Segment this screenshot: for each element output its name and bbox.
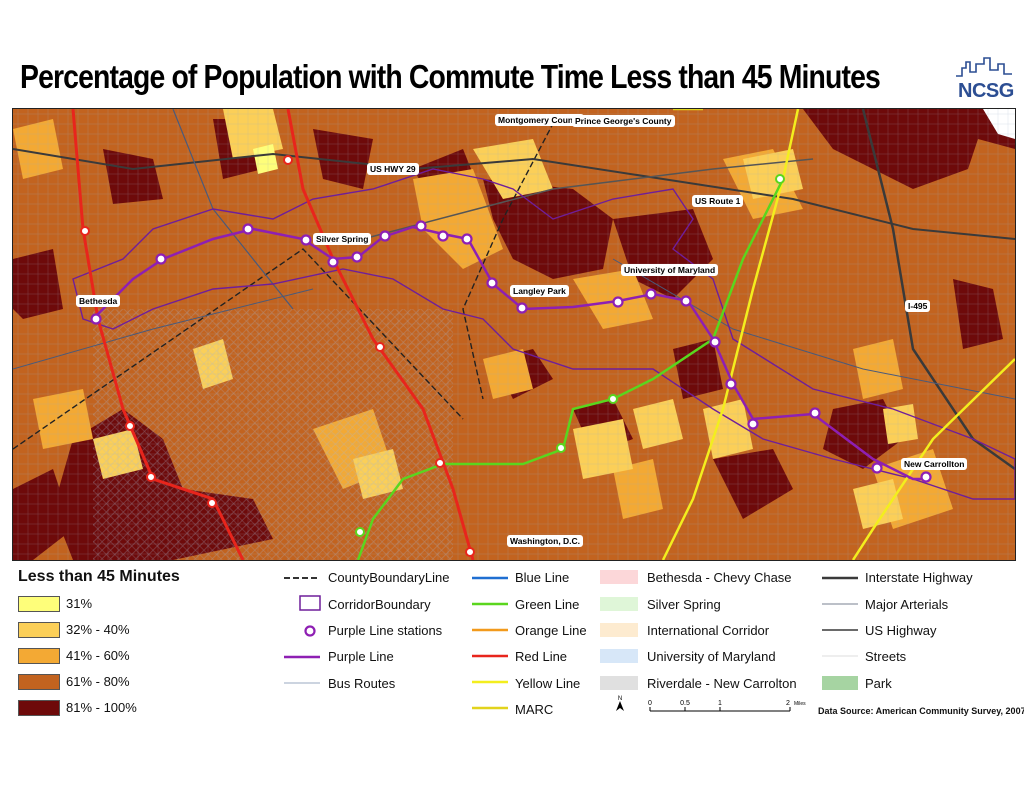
green-line-stations <box>355 174 785 537</box>
scale-tick-2: 2 <box>786 700 790 707</box>
label-prince-georges-county: Prince George's County <box>572 115 675 127</box>
scale-bar: N 0 0.5 1 2 Miles <box>610 695 810 724</box>
label-washington-dc: Washington, D.C. <box>507 535 584 547</box>
legend-county-boundary: CountyBoundaryLine <box>328 570 450 585</box>
purple-line-stations <box>90 220 932 483</box>
legend-label-31: 31% <box>66 596 93 611</box>
swatch-bethesda-chevy-chase <box>600 570 638 584</box>
yellow-line <box>851 358 1015 560</box>
green-line <box>356 178 785 560</box>
highways <box>13 109 1015 471</box>
label-university-of-maryland: University of Maryland <box>621 264 719 276</box>
legend-swatch-41-60 <box>18 648 60 664</box>
legend-riverdale-new-carrolton: Riverdale - New Carrolton <box>647 676 797 691</box>
legend-international-corridor: International Corridor <box>647 623 770 638</box>
scale-unit: Miles <box>794 701 806 707</box>
legend-label-81-100: 81% - 100% <box>66 700 137 715</box>
label-silver-spring: Silver Spring <box>313 233 372 245</box>
swatch-university-of-maryland <box>600 649 638 663</box>
label-i-495: I-495 <box>905 300 931 312</box>
legend-label-32-40: 32% - 40% <box>66 622 130 637</box>
legend-silver-spring: Silver Spring <box>647 597 721 612</box>
park-symbol <box>822 676 858 690</box>
scale-tick-1: 1 <box>718 700 722 707</box>
skyline-icon <box>956 57 1012 77</box>
logo-text: NCSG <box>958 80 1014 102</box>
legend-streets: Streets <box>865 649 907 664</box>
label-bethesda: Bethesda <box>76 295 121 307</box>
scale-bar-graphic: N 0 0.5 1 2 Miles <box>616 696 806 712</box>
legend-bus-routes: Bus Routes <box>328 676 396 691</box>
legend-interstate-highway: Interstate Highway <box>865 570 973 585</box>
label-montgomery-county: Montgomery County <box>495 114 584 126</box>
legend-major-arterials: Major Arterials <box>865 597 949 612</box>
scale-tick-0: 0 <box>648 700 652 707</box>
legend-yellow-line: Yellow Line <box>515 676 581 691</box>
legend-swatch-81-100 <box>18 700 60 716</box>
station-symbol <box>304 625 316 637</box>
legend-heading: Less than 45 Minutes <box>18 568 180 585</box>
map-frame[interactable] <box>12 108 1016 561</box>
legend-red-line: Red Line <box>515 649 568 664</box>
corridor-boundary-symbol <box>299 595 321 611</box>
legend-university-of-maryland: University of Maryland <box>647 649 776 664</box>
marc-line <box>661 109 800 560</box>
swatch-riverdale-new-carrolton <box>600 676 638 690</box>
label-new-carrollton: New Carrollton <box>901 458 968 470</box>
dc-grid-texture <box>93 309 453 560</box>
legend-us-highway: US Highway <box>865 623 937 638</box>
legend-label-41-60: 41% - 60% <box>66 648 130 663</box>
legend-label-61-80: 61% - 80% <box>66 674 130 689</box>
legend-park: Park <box>865 676 892 691</box>
legend-blue-line: Blue Line <box>515 570 570 585</box>
label-langley-park: Langley Park <box>510 285 569 297</box>
data-source: Data Source: American Community Survey, … <box>818 706 1024 716</box>
label-us-hwy-29: US HWY 29 <box>367 163 419 175</box>
legend-swatch-31 <box>18 596 60 612</box>
swatch-international-corridor <box>600 623 638 637</box>
legend-purple-stations: Purple Line stations <box>328 623 443 638</box>
red-line-stations <box>80 155 475 557</box>
legend-bethesda-chevy-chase: Bethesda - Chevy Chase <box>647 570 792 585</box>
legend-green-line: Green Line <box>515 597 580 612</box>
scale-tick-0-5: 0.5 <box>680 700 690 707</box>
map-canvas <box>13 109 1015 560</box>
north-label: N <box>618 696 622 702</box>
legend-col3-symbols <box>472 576 508 710</box>
legend-swatch-32-40 <box>18 622 60 638</box>
legend-marc: MARC <box>515 702 554 717</box>
label-us-route-1: US Route 1 <box>692 195 744 207</box>
swatch-silver-spring <box>600 597 638 611</box>
north-arrow-icon <box>616 701 624 711</box>
corridor-boundary <box>72 168 1015 500</box>
legend-corridor-boundary: CorridorBoundary <box>328 597 431 612</box>
legend-orange-line: Orange Line <box>515 623 587 638</box>
legend-purple-line: Purple Line <box>328 649 394 664</box>
map-title: Percentage of Population with Commute Ti… <box>20 58 881 95</box>
legend-col2-symbols <box>284 577 321 684</box>
legend-swatch-61-80 <box>18 674 60 690</box>
red-line-east <box>286 109 475 560</box>
legend-col5-symbols <box>822 576 858 690</box>
